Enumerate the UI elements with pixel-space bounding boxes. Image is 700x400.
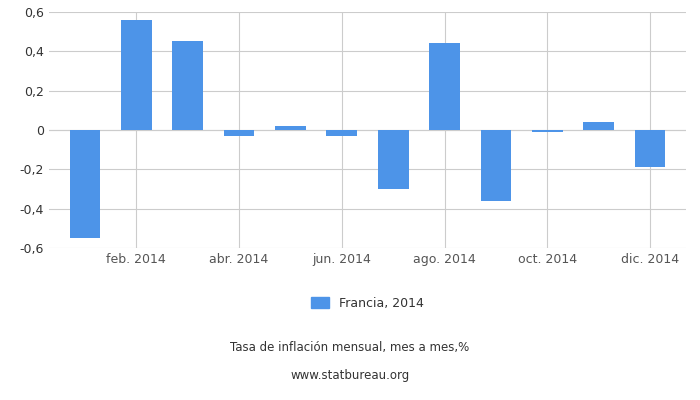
Legend: Francia, 2014: Francia, 2014 <box>311 297 424 310</box>
Bar <box>583 122 614 130</box>
Bar <box>121 20 152 130</box>
Bar <box>532 130 563 132</box>
Bar <box>480 130 511 201</box>
Bar <box>378 130 409 189</box>
Bar <box>275 126 306 130</box>
Bar <box>69 130 100 238</box>
Bar <box>326 130 357 136</box>
Bar <box>224 130 255 136</box>
Text: Tasa de inflación mensual, mes a mes,%: Tasa de inflación mensual, mes a mes,% <box>230 342 470 354</box>
Bar <box>635 130 666 167</box>
Bar <box>172 42 203 130</box>
Bar <box>429 44 460 130</box>
Text: www.statbureau.org: www.statbureau.org <box>290 370 410 382</box>
